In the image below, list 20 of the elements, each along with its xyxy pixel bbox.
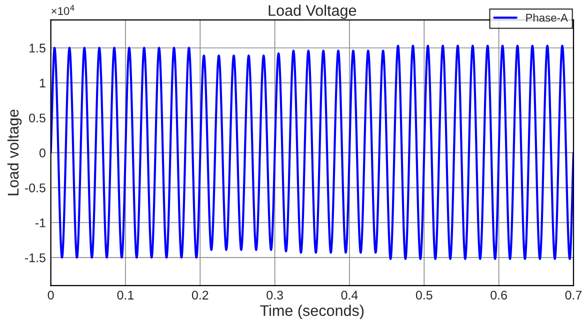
y-tick-label: -1	[35, 218, 46, 228]
x-axis-title: Time (seconds)	[260, 304, 364, 320]
x-tick-label: 0.2	[192, 290, 208, 300]
text: ×10$^{4}$	[52, 4, 74, 15]
x-tick-label: 0.1	[117, 290, 134, 300]
y-tick-label: 0	[39, 148, 46, 158]
x-tick-label: 0	[48, 290, 54, 300]
x-tick-label: 0.4	[341, 290, 358, 300]
y-tick-label: 0.5	[29, 114, 46, 122]
y-tick-label: -1.5	[24, 253, 46, 262]
x-tick-label: 0.6	[490, 290, 507, 300]
y-tick-label: -0.5	[24, 183, 46, 192]
y-tick-label: 1.5	[30, 44, 46, 53]
legend-label: Phase-A	[526, 14, 568, 22]
x-tick-label: 0.5	[416, 290, 432, 300]
chart-title: Load Voltage	[268, 4, 356, 19]
x-tick-label: 0.7	[565, 290, 582, 300]
y-tick-label: 1	[40, 78, 46, 88]
y-axis-title: Load voltage	[7, 110, 22, 196]
x-tick-label: 0.3	[266, 290, 283, 300]
